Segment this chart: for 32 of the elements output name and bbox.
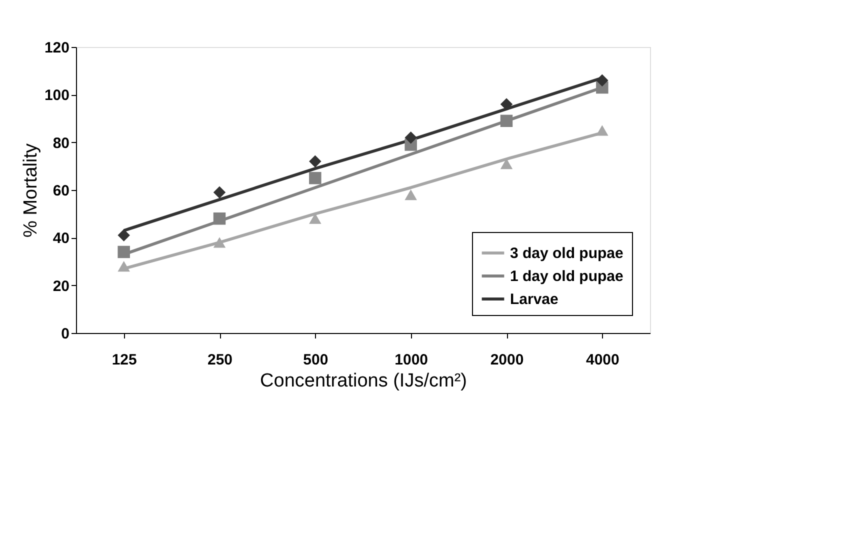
point xyxy=(309,172,322,184)
y-tick-label: 100 xyxy=(44,87,70,104)
point xyxy=(404,131,417,144)
y-tick-label: 0 xyxy=(61,326,70,342)
y-axis-title: % Mortality xyxy=(20,143,42,238)
point xyxy=(404,189,417,200)
point xyxy=(118,246,130,258)
x-tick-label: 125 xyxy=(112,352,137,368)
point xyxy=(213,186,226,199)
point xyxy=(118,229,130,242)
point xyxy=(500,98,513,110)
point xyxy=(213,237,226,248)
x-tick-label: 2000 xyxy=(490,352,524,368)
y-tick-label: 60 xyxy=(52,182,70,200)
point xyxy=(213,212,226,225)
legend-label: 1 day old pupae xyxy=(510,268,624,285)
y-tick-label: 120 xyxy=(44,40,70,56)
x-tick-label: 1000 xyxy=(394,352,428,368)
legend-label: 3 day old pupae xyxy=(510,245,624,262)
x-tick-label: 250 xyxy=(207,352,233,368)
point xyxy=(118,260,130,272)
legend-label: Larvae xyxy=(510,291,558,308)
x-tick-label: 4000 xyxy=(586,352,620,368)
y-tick-label: 20 xyxy=(52,278,70,295)
point xyxy=(596,74,608,86)
point xyxy=(500,114,513,128)
y-tick-label: 80 xyxy=(52,134,70,152)
x-tick-label: 500 xyxy=(303,352,328,368)
y-tick-label: 40 xyxy=(52,230,70,248)
x-axis-title: Concentrations (IJs/cm²) xyxy=(260,370,467,392)
point xyxy=(596,125,608,136)
point xyxy=(309,155,322,168)
